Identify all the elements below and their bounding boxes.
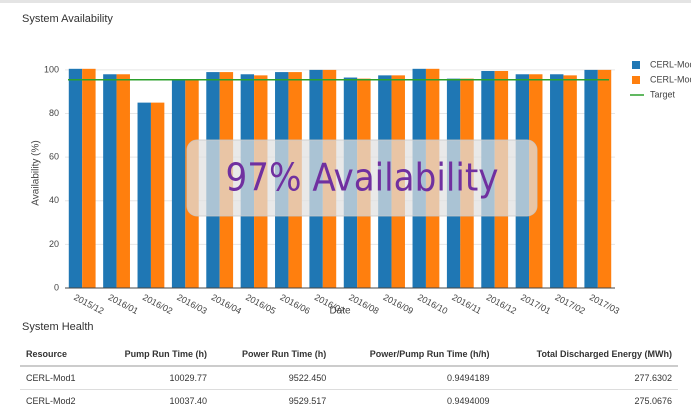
table-cell: CERL-Mod2 xyxy=(20,389,97,406)
x-tick-label: 2016/11 xyxy=(450,292,483,316)
legend-label: Target xyxy=(650,89,676,99)
x-tick-label: 2016/02 xyxy=(141,292,174,316)
x-tick-label: 2016/12 xyxy=(485,292,518,316)
x-tick-label: 2017/01 xyxy=(519,292,552,316)
x-tick-label: 2016/01 xyxy=(107,292,140,316)
x-tick-label: 2016/05 xyxy=(244,292,277,316)
legend-swatch xyxy=(632,76,640,84)
table-cell: 10037.40 xyxy=(96,389,213,406)
x-tick-label: 2017/02 xyxy=(553,292,586,316)
y-tick-label: 0 xyxy=(54,282,59,292)
chart-title: System Availability xyxy=(22,13,113,25)
table-cell: 275.0676 xyxy=(495,389,678,406)
health-table: Resource Pump Run Time (h) Power Run Time … xyxy=(20,343,678,406)
y-tick-label: 40 xyxy=(49,195,59,205)
bar xyxy=(68,68,83,288)
chart: System Availability Date Availability (%… xyxy=(22,13,691,317)
header-row: Resource Pump Run Time (h) Power Run Time … xyxy=(20,343,678,367)
table-cell: 9522.450 xyxy=(213,366,333,390)
bar xyxy=(550,74,564,289)
x-tick-label: 2017/03 xyxy=(588,292,621,316)
table-title: System Health xyxy=(22,321,94,333)
legend-swatch xyxy=(632,61,640,69)
bar xyxy=(171,79,186,288)
annotation-box xyxy=(186,139,538,217)
x-tick-label: 2016/03 xyxy=(175,292,208,316)
y-tick-label: 100 xyxy=(44,64,59,74)
x-axis-label: Date xyxy=(329,306,351,317)
bar xyxy=(584,69,598,289)
table-cell: 277.6302 xyxy=(495,366,678,390)
column-header: Power/Pump Run Time (h/h) xyxy=(332,343,496,367)
table-cell: 9529.517 xyxy=(213,389,333,406)
table-row: CERL-Mod1 10029.77 9522.450 0.9494189 277.63… xyxy=(20,366,678,390)
column-header: Pump Run Time (h) xyxy=(96,343,213,367)
y-axis-label: Availability (%) xyxy=(31,140,42,205)
y-tick-label: 80 xyxy=(49,108,59,118)
column-header: Total Discharged Energy (MWh) xyxy=(495,343,678,367)
x-tick-label: 2016/04 xyxy=(210,292,243,316)
bar xyxy=(597,69,612,289)
bar xyxy=(103,74,117,289)
bar xyxy=(563,75,577,288)
bar xyxy=(137,102,151,288)
y-tick-label: 20 xyxy=(49,239,59,249)
annotation: 97% Availability xyxy=(226,156,499,200)
legend-label: CERL-Mod1 xyxy=(650,59,691,69)
table-cell: CERL-Mod1 xyxy=(20,366,97,390)
table-cell: 10029.77 xyxy=(96,366,213,390)
legend-label: CERL-Mod2 xyxy=(650,74,691,84)
x-tick-label: 2016/09 xyxy=(382,292,415,316)
table-row: CERL-Mod2 10037.40 9529.517 0.9494009 275.06… xyxy=(20,389,678,406)
y-tick-label: 60 xyxy=(49,152,59,162)
bar xyxy=(150,102,165,288)
table-cell: 0.9494009 xyxy=(332,389,496,406)
x-tick-label: 2016/08 xyxy=(347,292,380,316)
bar xyxy=(116,74,130,289)
x-tick-label: 2016/06 xyxy=(278,292,311,316)
x-tick-label: 2015/12 xyxy=(72,292,105,316)
column-header: Power Run Time (h) xyxy=(213,343,333,367)
x-tick-label: 2016/10 xyxy=(416,292,449,316)
table-cell: 0.9494189 xyxy=(332,366,496,390)
bar xyxy=(82,68,96,288)
column-header: Resource xyxy=(20,343,97,367)
